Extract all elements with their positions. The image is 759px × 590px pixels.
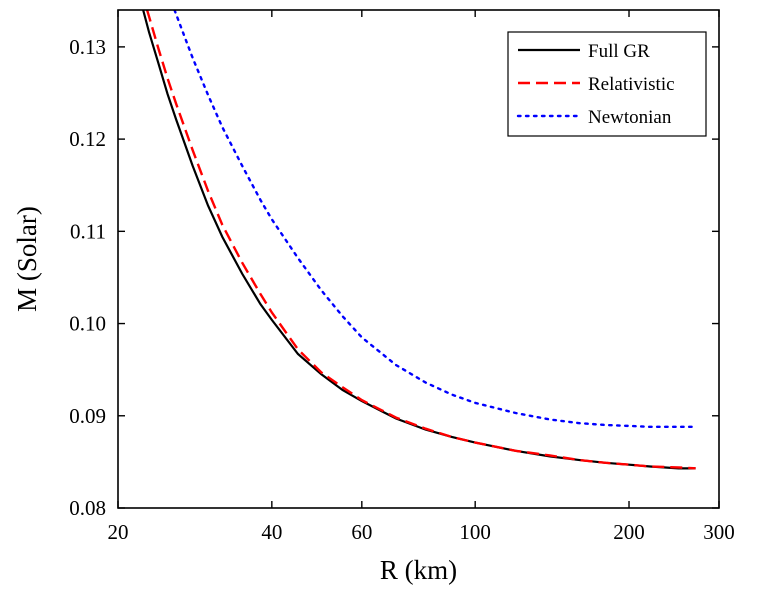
x-axis-label: R (km) — [380, 555, 457, 585]
x-tick-label: 100 — [459, 520, 491, 544]
ticks-layer: 20 40 60 100 200 300 0.08 0.09 0.10 0.11 0.12 0.13 — [69, 10, 735, 544]
y-tick-label: 0.11 — [70, 219, 106, 243]
series-line-newtonian — [173, 10, 697, 429]
x-tick-label: 200 — [613, 520, 645, 544]
plot-frame — [117, 9, 720, 509]
y-tick-label: 0.10 — [69, 312, 106, 336]
x-tick-label: 20 — [108, 520, 129, 544]
y-tick-label: 0.13 — [69, 35, 106, 59]
x-tick-label: 300 — [703, 520, 735, 544]
legend-label: Relativistic — [588, 74, 675, 95]
x-tick-label: 60 — [351, 520, 372, 544]
y-tick-label: 0.08 — [69, 496, 106, 520]
series-layer — [142, 10, 697, 470]
legend-label: Full GR — [588, 41, 650, 62]
series-line-full-gr — [142, 10, 696, 470]
x-tick-label: 40 — [261, 520, 282, 544]
series-line-relativistic — [145, 10, 696, 470]
y-axis-label: M (Solar) — [12, 206, 42, 312]
y-tick-label: 0.09 — [69, 404, 106, 428]
legend-label: Newtonian — [588, 107, 672, 128]
legend: Full GR Relativistic Newtonian — [507, 31, 707, 137]
y-tick-label: 0.12 — [69, 127, 106, 151]
